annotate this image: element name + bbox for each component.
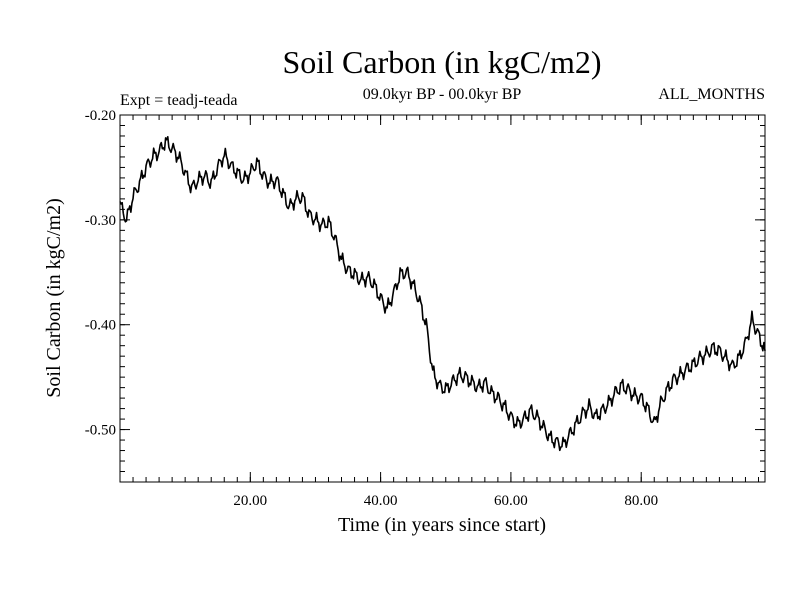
y-axis-label: Soil Carbon (in kgC/m2) [43, 198, 65, 397]
x-tick-label: 40.00 [364, 493, 398, 509]
experiment-label: Expt = teadj-teada [120, 92, 237, 109]
y-tick-label: -0.20 [85, 108, 116, 124]
x-axis-label: Time (in years since start) [338, 514, 546, 536]
chart-subtitle: 09.0kyr BP - 00.0kyr BP [363, 86, 522, 103]
x-tick-label: 60.00 [494, 493, 528, 509]
x-tick-label: 20.00 [233, 493, 267, 509]
period-label: ALL_MONTHS [658, 86, 765, 103]
series-line-soil-carbon [119, 136, 766, 452]
y-tick-label: -0.40 [85, 318, 116, 334]
plot-frame [119, 114, 766, 483]
x-tick-label: 80.00 [624, 493, 658, 509]
y-tick-label: -0.50 [85, 423, 116, 439]
axis-tick-labels: 20.00 40.00 60.00 80.00 -0.20 -0.30 -0.40 -0.50 [85, 108, 658, 509]
chart-title: Soil Carbon (in kgC/m2) [282, 44, 601, 80]
y-tick-label: -0.30 [85, 213, 116, 229]
